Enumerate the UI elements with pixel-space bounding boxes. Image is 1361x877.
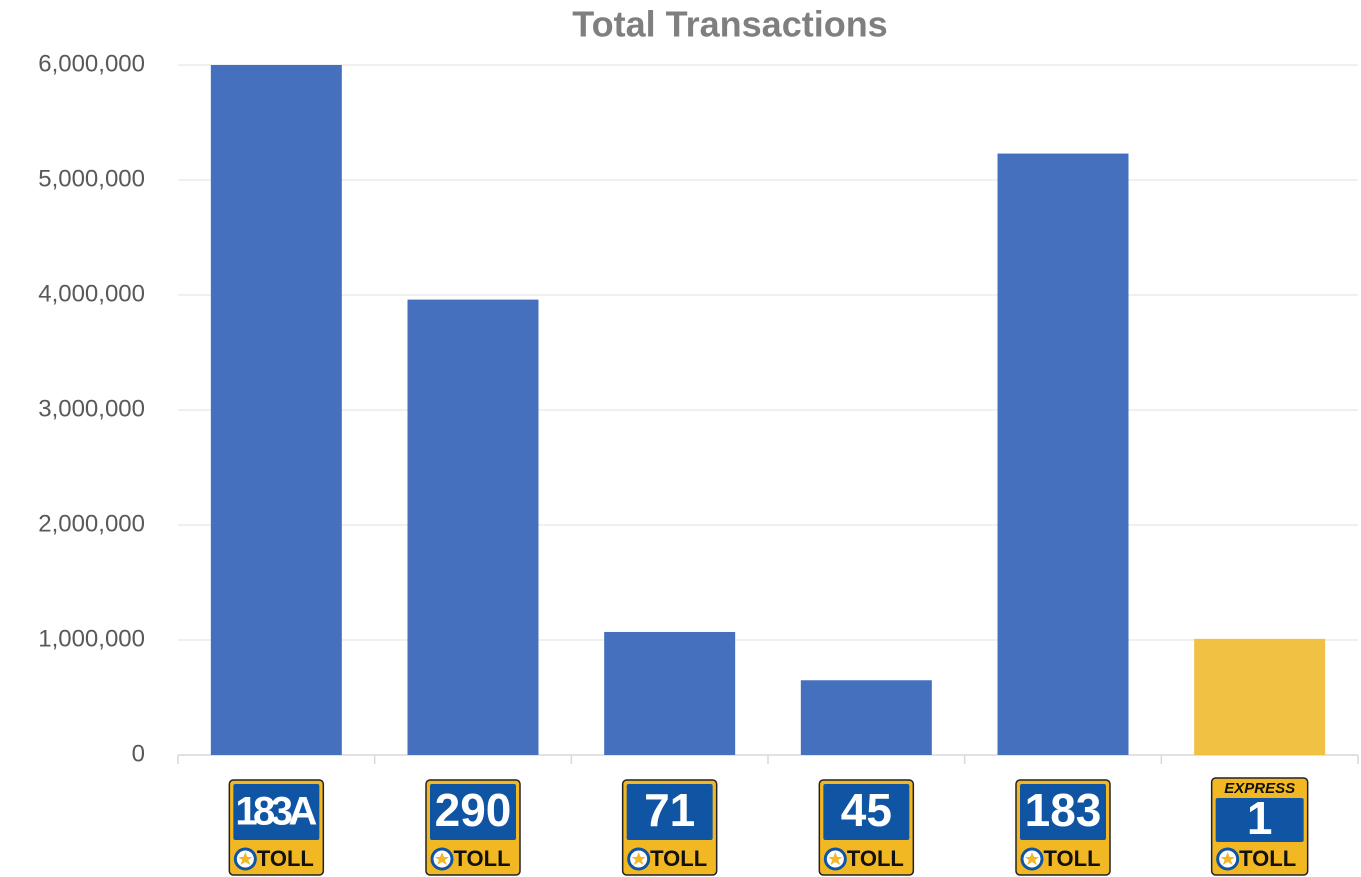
bar <box>800 680 932 755</box>
shield-panel <box>1215 798 1304 842</box>
y-tick-label: 0 <box>132 740 145 767</box>
shield-label: TOLL <box>847 846 904 871</box>
route-shield: 183A TOLL <box>228 779 325 876</box>
shield-star <box>631 852 646 865</box>
shield-label: TOLL <box>650 846 707 871</box>
x-tick-label: 290 <box>435 784 512 836</box>
shield-label: TOLL <box>1043 846 1100 871</box>
bar <box>1194 638 1326 755</box>
bar <box>997 153 1129 756</box>
route-shield: 183 TOLL <box>1015 779 1111 876</box>
y-tick-label: 5,000,000 <box>38 165 145 192</box>
y-tick-label: 6,000,000 <box>38 50 145 77</box>
shield-panel <box>1020 784 1106 840</box>
shield-star <box>828 852 843 865</box>
x-tick-label: 183 <box>1025 784 1102 836</box>
y-tick-label: 1,000,000 <box>38 625 145 652</box>
shield-banner: EXPRESS <box>1224 780 1295 797</box>
bar <box>604 631 736 755</box>
shield-star <box>435 852 449 865</box>
x-tick-label: 71 <box>644 784 695 836</box>
shield-star <box>238 852 253 865</box>
shield-label: TOLL <box>1239 846 1296 871</box>
route-shield: 45 TOLL <box>818 779 915 876</box>
y-tick-label: 2,000,000 <box>38 510 145 537</box>
bar <box>210 65 342 755</box>
shield-panel <box>233 784 320 840</box>
bar <box>407 299 539 755</box>
shield-label: TOLL <box>257 846 314 871</box>
shield-star <box>1025 852 1039 865</box>
shield-panel <box>626 784 713 840</box>
route-shield: 71 TOLL <box>621 779 718 876</box>
shield-panel <box>430 784 516 840</box>
y-tick-label: 4,000,000 <box>38 280 145 307</box>
y-tick-label: 3,000,000 <box>38 395 145 422</box>
x-tick-label: 183A <box>235 790 317 834</box>
shield-panel <box>823 784 910 840</box>
route-shield: 290 TOLL <box>425 779 521 876</box>
x-tick-label: 45 <box>841 784 892 836</box>
shield-label: TOLL <box>453 846 510 871</box>
shield-star <box>1220 852 1235 865</box>
chart-title: Total Transactions <box>572 4 887 45</box>
x-tick-label: 1 <box>1247 792 1273 844</box>
